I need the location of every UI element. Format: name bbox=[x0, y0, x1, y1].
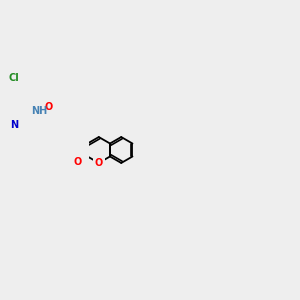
Text: O: O bbox=[95, 158, 103, 168]
Text: O: O bbox=[44, 102, 52, 112]
Text: NH: NH bbox=[31, 106, 47, 116]
Text: O: O bbox=[74, 157, 82, 167]
Text: Cl: Cl bbox=[9, 73, 20, 83]
Text: N: N bbox=[10, 120, 18, 130]
